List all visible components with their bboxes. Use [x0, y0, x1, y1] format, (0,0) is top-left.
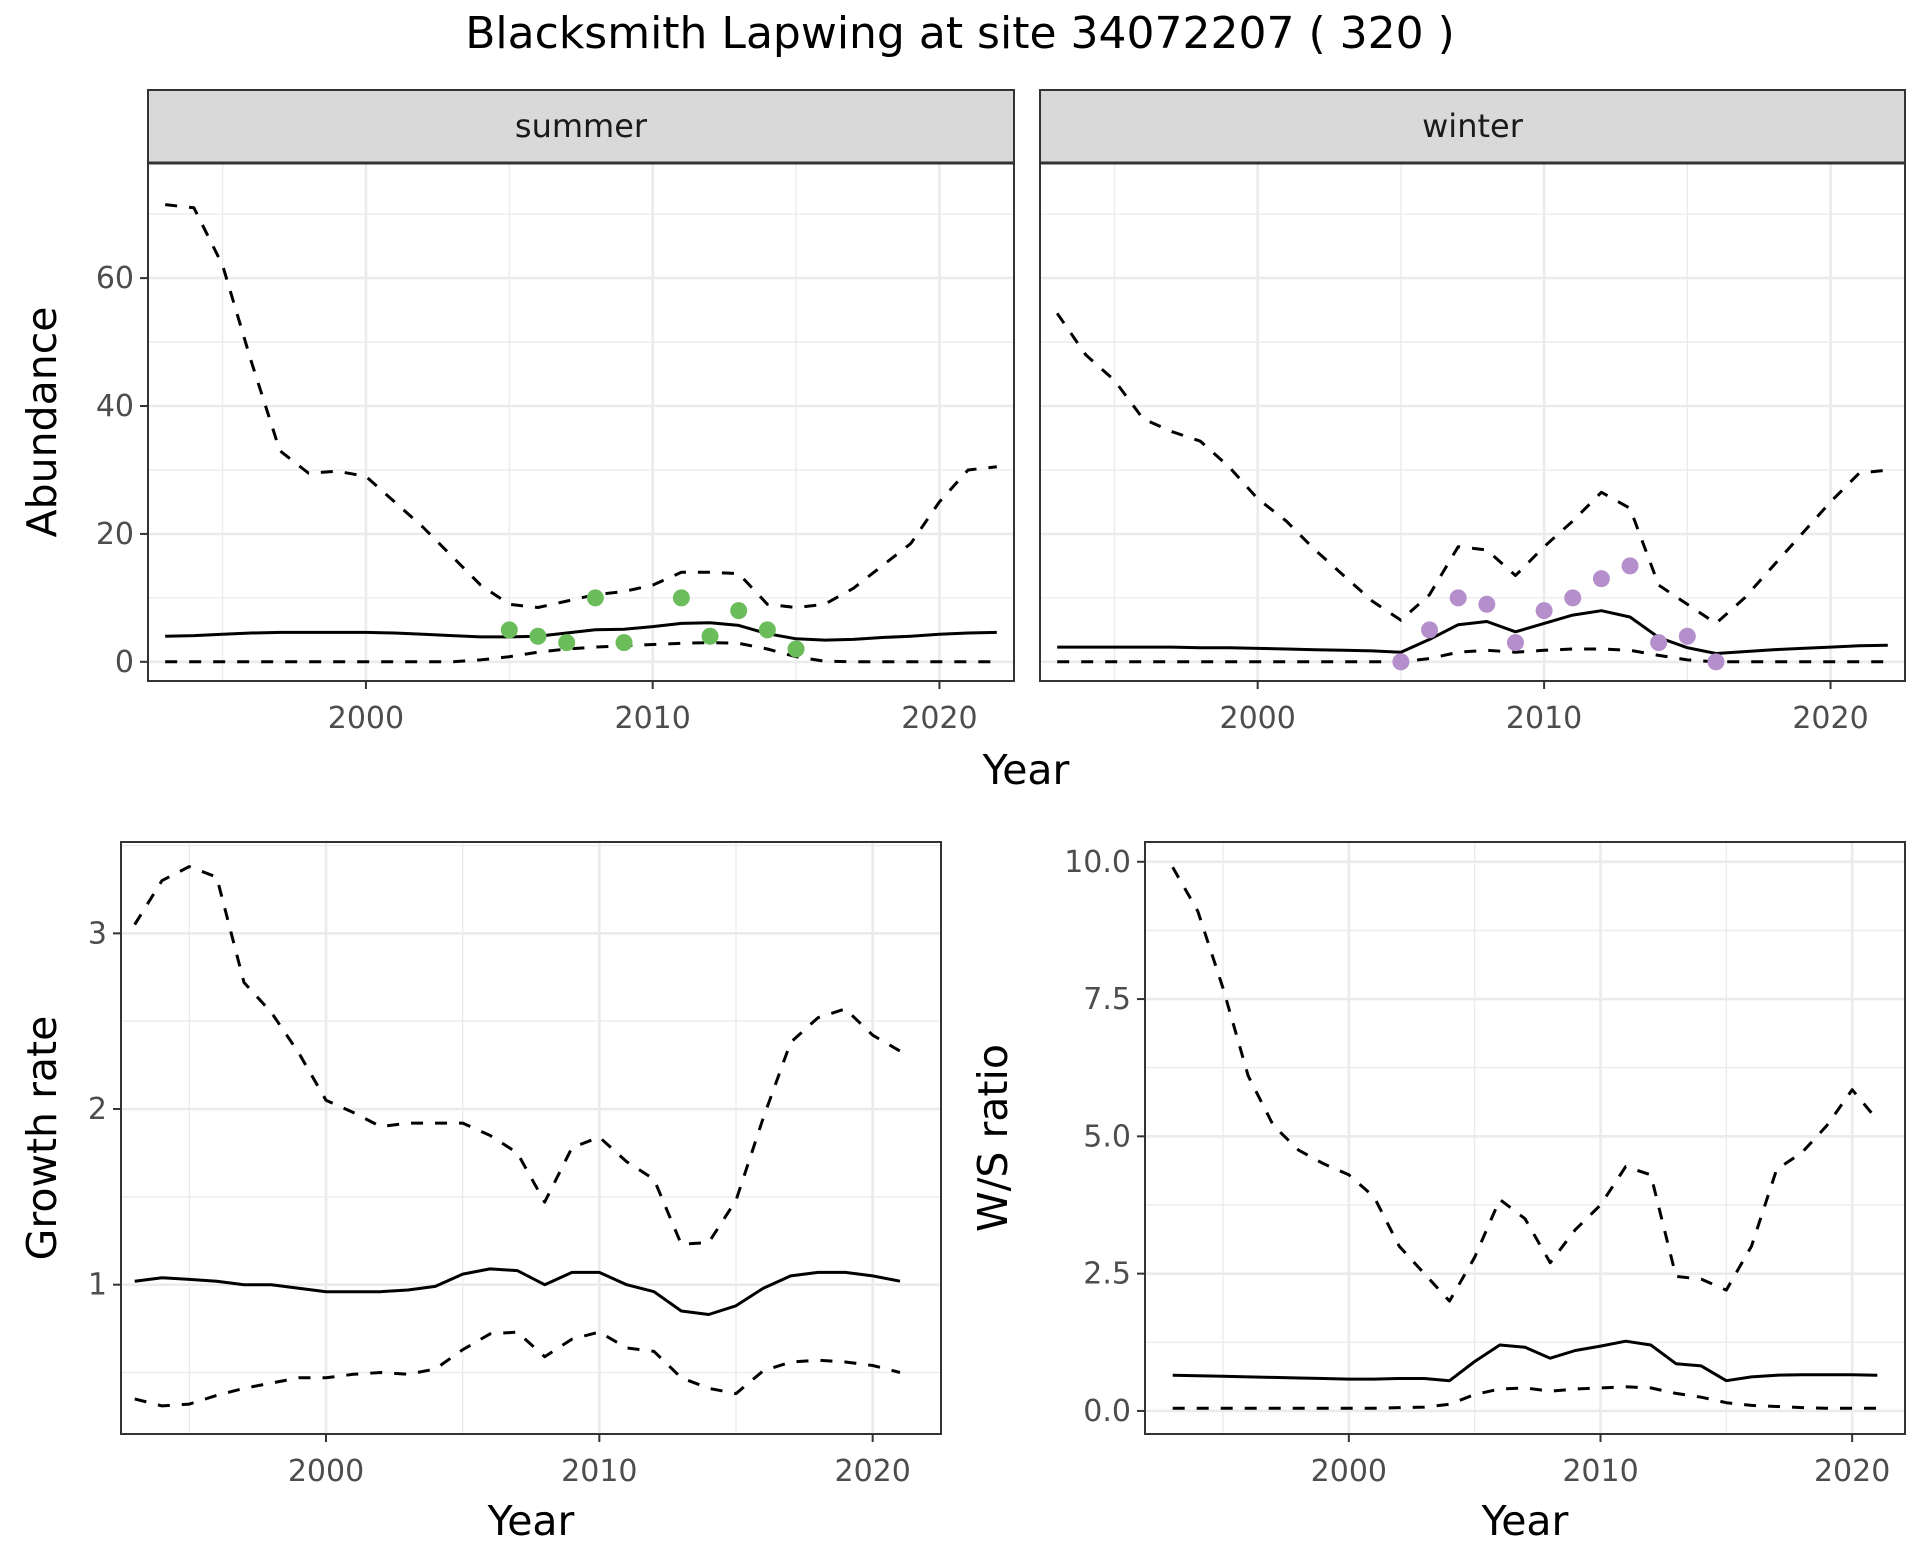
ratio-x-tick-label: 2010	[1562, 1454, 1638, 1489]
abundance-summer-x-tick-label: 2010	[615, 701, 691, 736]
abundance-summer-series-lower-line	[165, 641, 997, 664]
ratio-y-tick-label: 7.5	[1083, 982, 1131, 1017]
abundance-y-tick-label: 0	[115, 645, 134, 680]
abundance-summer-data-point	[672, 589, 690, 607]
ratio-series-median-line	[1172, 1339, 1878, 1383]
growth-x-tick-label: 2010	[561, 1454, 637, 1489]
ratio-panel	[1144, 841, 1906, 1435]
ratio-x-tick-label: 2000	[1311, 1454, 1387, 1489]
abundance-winter-data-point	[1449, 589, 1467, 607]
abundance-summer-series-median-line	[165, 621, 997, 642]
abundance-winter-data-point	[1707, 653, 1725, 671]
abundance-summer-data-point	[558, 634, 576, 652]
ratio-panel-background	[1145, 842, 1905, 1434]
abundance-winter-data-point	[1564, 589, 1582, 607]
abundance-winter-x-tick-label: 2020	[1792, 701, 1868, 736]
growth-x-tick-label: 2020	[834, 1454, 910, 1489]
abundance-x-axis-title: Year	[982, 746, 1070, 794]
abundance-winter-series-upper-line	[1055, 312, 1888, 625]
growth-series-lower-line	[134, 1330, 901, 1408]
abundance-winter-series-lower-line	[1057, 647, 1888, 664]
abundance-winter-data-point	[1650, 634, 1668, 652]
abundance-winter-x-tick-label: 2010	[1506, 701, 1582, 736]
ratio-panel-border	[1144, 841, 1906, 1435]
abundance-winter-data-point	[1421, 621, 1439, 639]
abundance-winter-data-point	[1592, 570, 1610, 588]
abundance-winter-data-point	[1535, 602, 1553, 620]
abundance-winter-strip-label: winter	[1422, 107, 1524, 145]
growth-series-upper-line	[133, 865, 901, 1246]
growth-panel	[120, 841, 942, 1435]
ratio-series-upper-line	[1171, 866, 1879, 1303]
ratio-y-tick-label: 0.0	[1083, 1394, 1131, 1429]
abundance-summer-strip-label: summer	[515, 107, 648, 145]
abundance-y-tick-label: 20	[96, 517, 134, 552]
abundance-winter-panel	[1039, 162, 1906, 682]
abundance-winter-data-point	[1506, 634, 1524, 652]
abundance-summer-data-point	[758, 621, 776, 639]
growth-panel-border	[120, 841, 942, 1435]
plot-area: summer 2000 2010 2020 0 20 40 60 winter 2000 2010 2…	[18, 89, 1906, 1545]
abundance-y-tick-label: 60	[96, 261, 134, 296]
abundance-winter-series-median-line	[1057, 609, 1888, 655]
ratio-y-tick-label: 5.0	[1083, 1119, 1131, 1154]
growth-y-axis-title: Growth rate	[18, 1016, 66, 1261]
ratio-y-tick-label: 10.0	[1064, 845, 1131, 880]
abundance-summer-panel	[147, 162, 1015, 682]
abundance-winter-data-point	[1678, 627, 1696, 645]
figure-title: Blacksmith Lapwing at site 34072207 ( 32…	[465, 8, 1454, 59]
abundance-y-tick-label: 40	[96, 389, 134, 424]
growth-y-tick-label: 2	[88, 1092, 107, 1127]
abundance-summer-data-point	[586, 589, 604, 607]
growth-x-tick-label: 2000	[288, 1454, 364, 1489]
abundance-summer-data-point	[615, 634, 633, 652]
abundance-summer-strip	[147, 89, 1015, 164]
abundance-winter-data-point	[1392, 653, 1410, 671]
abundance-winter-data-point	[1478, 595, 1496, 613]
abundance-summer-series-upper-line	[165, 203, 997, 609]
abundance-summer-data-point	[730, 602, 748, 620]
growth-series-median-line	[134, 1267, 901, 1316]
abundance-y-axis-title: Abundance	[18, 307, 66, 538]
abundance-winter-panel-background	[1040, 163, 1905, 681]
abundance-summer-data-point	[500, 621, 518, 639]
growth-y-tick-label: 3	[88, 916, 107, 951]
abundance-summer-data-point	[787, 640, 805, 658]
abundance-winter-data-point	[1621, 557, 1639, 575]
abundance-summer-data-point	[529, 627, 547, 645]
ratio-x-axis-title: Year	[1481, 1497, 1569, 1545]
abundance-summer-x-tick-label: 2020	[901, 701, 977, 736]
growth-x-axis-title: Year	[487, 1497, 575, 1545]
abundance-summer-panel-background	[148, 163, 1014, 681]
abundance-summer-data-point	[701, 627, 719, 645]
abundance-winter-x-tick-label: 2000	[1220, 701, 1296, 736]
abundance-summer-x-tick-label: 2000	[328, 701, 404, 736]
growth-y-tick-label: 1	[88, 1268, 107, 1303]
growth-panel-background	[121, 842, 941, 1434]
ratio-x-tick-label: 2020	[1814, 1454, 1890, 1489]
ratio-y-axis-title: W/S ratio	[969, 1044, 1017, 1232]
ratio-y-tick-label: 2.5	[1083, 1257, 1131, 1292]
